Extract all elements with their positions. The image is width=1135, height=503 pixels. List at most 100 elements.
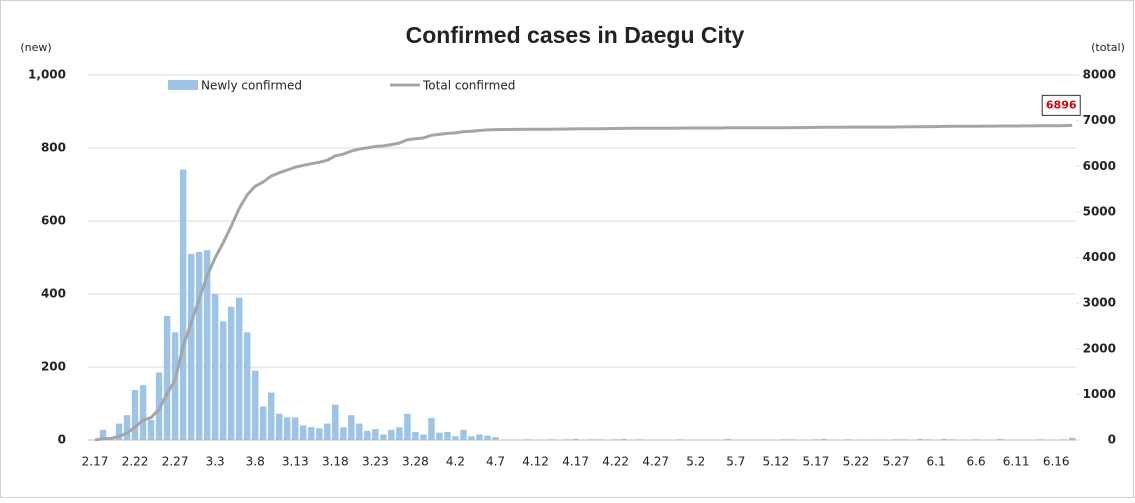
x-tick-label: 2.17 [82,455,109,469]
x-tick-label: 3.28 [402,455,429,469]
x-tick-label: 3.8 [246,455,265,469]
bar [364,431,370,440]
bar [677,439,683,440]
bar [612,439,618,440]
bar [404,414,410,440]
x-tick-label: 5.2 [686,455,705,469]
bar [196,252,202,440]
y2-tick-label: 3000 [1083,296,1116,310]
x-tick-label: 3.13 [282,455,309,469]
bar [132,390,138,440]
bar [813,439,819,440]
bar [252,371,258,440]
x-tick-label: 3.23 [362,455,389,469]
y2-axis-label: (total) [1091,41,1125,54]
y2-tick-label: 8000 [1083,68,1116,82]
bar [949,439,955,440]
bar [973,439,979,440]
bar [492,437,498,440]
chart-title: Confirmed cases in Daegu City [406,22,745,48]
bar [260,406,266,440]
bar [388,430,394,440]
bar [468,436,474,440]
bar [380,435,386,440]
x-tick-label: 4.2 [446,455,465,469]
bar [276,414,282,440]
bar [268,393,274,440]
bar [292,417,298,440]
bar [620,439,626,440]
x-tick-label: 4.22 [602,455,629,469]
y-tick-label: 600 [41,214,66,228]
y2-tick-label: 5000 [1083,204,1116,218]
bar [324,424,330,440]
bar [452,436,458,440]
x-tick-label: 2.22 [122,455,149,469]
x-tick-label: 3.3 [206,455,225,469]
bar [444,432,450,440]
data-label: 6896 [1046,98,1077,111]
x-tick-label: 6.16 [1043,455,1070,469]
bar [821,439,827,440]
bar [1037,439,1043,440]
legend-swatch [168,80,198,90]
y2-tick-label: 2000 [1083,341,1116,355]
bar [284,417,290,440]
bar [356,424,362,440]
bar [588,439,594,440]
bar [140,385,146,440]
bar [1061,439,1067,440]
bar [789,439,795,440]
bar [893,439,899,440]
y2-tick-label: 4000 [1083,250,1116,264]
bar [564,439,570,440]
bar [148,420,154,440]
y-tick-label: 0 [58,433,66,447]
bar [917,439,923,440]
bar [476,435,482,440]
bar [300,425,306,440]
bar [340,427,346,440]
bar [124,415,130,440]
bar [372,429,378,440]
x-tick-label: 4.12 [522,455,549,469]
bar [180,170,186,440]
bar [524,439,530,440]
x-tick-label: 5.12 [762,455,789,469]
bar [348,415,354,440]
x-tick-label: 3.18 [322,455,349,469]
y2-tick-label: 7000 [1083,113,1116,127]
x-tick-label: 5.17 [803,455,830,469]
bar [636,439,642,440]
bar [412,432,418,440]
bar [845,439,851,440]
bar [396,427,402,440]
bar [316,428,322,440]
bar [484,436,490,440]
legend-label: Newly confirmed [201,79,302,93]
bar [925,439,931,440]
bar [941,439,947,440]
y2-tick-label: 1000 [1083,387,1116,401]
bar [428,418,434,440]
bar [725,439,731,440]
y-tick-label: 800 [41,141,66,155]
x-tick-label: 6.11 [1003,455,1030,469]
bar [460,430,466,440]
bar [548,439,554,440]
bar [220,321,226,440]
y-axis-label: (new) [20,41,51,54]
x-tick-label: 5.27 [883,455,910,469]
bar [228,307,234,440]
x-tick-label: 5.22 [843,455,870,469]
bar [332,405,338,440]
x-tick-label: 6.6 [967,455,986,469]
bar [212,294,218,440]
x-tick-label: 5.7 [726,455,745,469]
y2-tick-label: 6000 [1083,159,1116,173]
y-tick-label: 400 [41,287,66,301]
bar [1069,438,1075,440]
x-tick-label: 6.1 [927,455,946,469]
bar [596,439,602,440]
